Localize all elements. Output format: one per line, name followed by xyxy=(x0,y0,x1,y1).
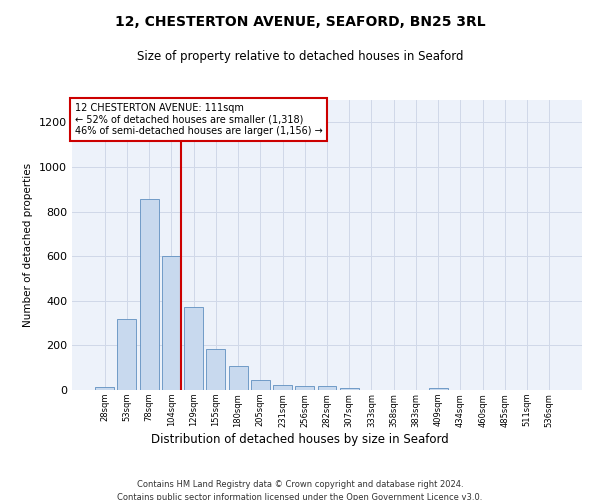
Bar xyxy=(251,380,270,390)
Text: 12 CHESTERTON AVENUE: 111sqm
← 52% of detached houses are smaller (1,318)
46% of: 12 CHESTERTON AVENUE: 111sqm ← 52% of de… xyxy=(74,103,322,136)
Bar xyxy=(429,388,448,390)
Bar xyxy=(273,385,292,390)
Text: Size of property relative to detached houses in Seaford: Size of property relative to detached ho… xyxy=(137,50,463,63)
Bar xyxy=(206,348,225,390)
Text: Distribution of detached houses by size in Seaford: Distribution of detached houses by size … xyxy=(151,432,449,446)
Bar xyxy=(140,200,158,390)
Bar xyxy=(317,386,337,390)
Bar xyxy=(184,308,203,390)
Bar xyxy=(229,366,248,390)
Text: Contains HM Land Registry data © Crown copyright and database right 2024.: Contains HM Land Registry data © Crown c… xyxy=(137,480,463,489)
Bar xyxy=(162,256,181,390)
Bar xyxy=(118,319,136,390)
Bar xyxy=(295,386,314,390)
Text: 12, CHESTERTON AVENUE, SEAFORD, BN25 3RL: 12, CHESTERTON AVENUE, SEAFORD, BN25 3RL xyxy=(115,15,485,29)
Y-axis label: Number of detached properties: Number of detached properties xyxy=(23,163,34,327)
Bar xyxy=(340,388,359,390)
Text: Contains public sector information licensed under the Open Government Licence v3: Contains public sector information licen… xyxy=(118,492,482,500)
Bar xyxy=(95,386,114,390)
